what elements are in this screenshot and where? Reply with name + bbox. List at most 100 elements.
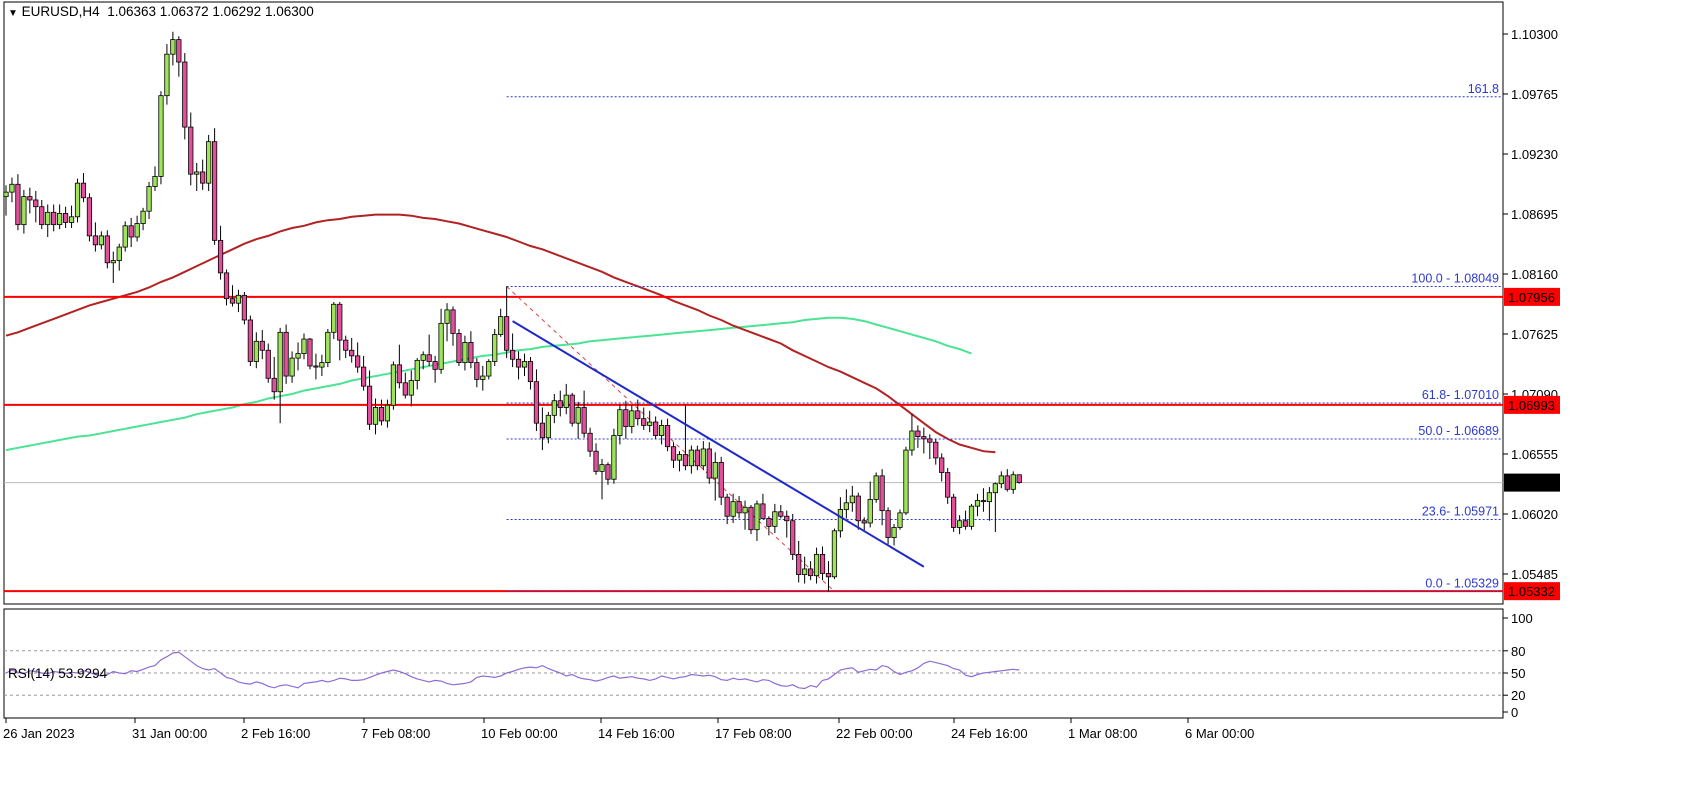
rsi-tick-label: 20 <box>1511 688 1525 703</box>
candle-body <box>128 225 134 238</box>
candle-body <box>742 506 748 514</box>
candle-body <box>545 414 551 439</box>
candle-body <box>897 512 903 528</box>
time-tick-label: 31 Jan 00:00 <box>132 726 207 741</box>
candle-body <box>1016 474 1022 483</box>
rsi-panel-border <box>3 608 1504 719</box>
moving-averages <box>5 213 996 454</box>
candle-body <box>784 515 790 522</box>
candle-body <box>825 573 832 578</box>
candle-body <box>223 272 230 300</box>
candle-body <box>146 186 152 212</box>
candle-body <box>527 361 534 383</box>
candle-body <box>629 410 635 427</box>
candle-body <box>253 340 259 362</box>
candle-body <box>593 450 599 472</box>
candle-body <box>57 213 63 226</box>
candle-body <box>659 425 665 436</box>
candle-body <box>808 568 814 577</box>
candle-body <box>855 495 861 522</box>
open-value: 1.06363 <box>107 4 157 19</box>
candle-body <box>915 430 921 438</box>
current-price-label: 1.06300 <box>1508 476 1555 491</box>
candle-body <box>188 126 194 175</box>
candle-body <box>509 349 516 360</box>
candle-body <box>813 553 820 577</box>
candle-body <box>438 322 444 370</box>
candle-body <box>599 464 605 472</box>
fib-swing-line <box>506 286 835 592</box>
level-price-label: 1.07956 <box>1508 290 1555 305</box>
candle-body <box>432 361 438 370</box>
candle-body <box>45 211 51 226</box>
time-tick-label: 2 Feb 16:00 <box>241 726 310 741</box>
level-price-box <box>1504 287 1560 306</box>
candle-body <box>283 331 289 377</box>
candle-body <box>933 441 939 459</box>
candle-body <box>903 449 909 514</box>
candle-body <box>885 510 891 538</box>
price-tick-label: 1.05485 <box>1511 567 1558 582</box>
collapse-triangle-icon[interactable]: ▼ <box>8 8 18 19</box>
candle-body <box>802 568 808 575</box>
candle-body <box>51 211 57 226</box>
candle-body <box>396 364 402 384</box>
candle-body <box>247 319 253 362</box>
candle-body <box>122 225 128 248</box>
price-tick-label: 1.08160 <box>1511 267 1558 282</box>
rsi-value: 53.9294 <box>58 666 108 681</box>
candle-body <box>843 502 849 510</box>
horizontal-levels <box>4 295 1503 593</box>
candle-body <box>819 553 826 574</box>
candle-body <box>986 492 993 503</box>
candle-body <box>27 196 33 201</box>
candle-body <box>796 553 802 575</box>
candle-body <box>504 316 510 351</box>
candle-body <box>319 362 325 368</box>
candle-body <box>486 361 492 377</box>
candle-body <box>575 407 581 424</box>
symbol-header: ▼ EURUSD,H4 1.06363 1.06372 1.06292 1.06… <box>8 4 314 19</box>
candle-body <box>939 457 945 473</box>
candle-body <box>980 500 987 503</box>
fib-level-label: 100.0 - 1.08049 <box>1411 271 1499 285</box>
candle-body <box>301 338 307 355</box>
time-tick-label: 22 Feb 00:00 <box>836 726 913 741</box>
fib-level-label: 23.6- 1.05971 <box>1422 504 1499 518</box>
candle-body <box>837 509 844 532</box>
candle-body <box>74 182 81 218</box>
fib-level-label: 50.0 - 1.06689 <box>1418 424 1499 438</box>
time-tick-label: 10 Feb 00:00 <box>481 726 558 741</box>
candle-body <box>217 239 224 274</box>
candle-body <box>86 197 93 237</box>
candle-body <box>641 418 647 426</box>
level-price-box <box>1504 395 1560 414</box>
time-tick-label: 7 Feb 08:00 <box>361 726 430 741</box>
candle-body <box>104 235 110 264</box>
candle-body <box>235 294 242 304</box>
candle-body <box>408 380 414 396</box>
candle-body <box>295 353 301 359</box>
candle-body <box>617 409 623 436</box>
time-tick-label: 24 Feb 16:00 <box>951 726 1028 741</box>
candle-body <box>718 462 724 498</box>
candle-body <box>962 520 969 527</box>
candle-body <box>116 246 122 261</box>
ma-green-line <box>5 316 972 452</box>
rsi-header: RSI(14) 53.9294 <box>8 666 107 681</box>
candle-body <box>909 430 915 451</box>
candle-body <box>176 39 182 63</box>
price-tick-label: 1.06020 <box>1511 507 1558 522</box>
high-value: 1.06372 <box>159 4 209 19</box>
candle-body <box>164 53 170 97</box>
price-tick-label: 1.10300 <box>1511 27 1558 42</box>
price-tick-label: 1.09230 <box>1511 147 1558 162</box>
candle-body <box>402 382 408 396</box>
candle-body <box>521 361 528 368</box>
price-tick-label: 1.07625 <box>1511 327 1558 342</box>
candle-body <box>241 294 247 321</box>
fib-level-label: 61.8- 1.07010 <box>1422 388 1499 402</box>
main-panel-border <box>3 1 1504 605</box>
